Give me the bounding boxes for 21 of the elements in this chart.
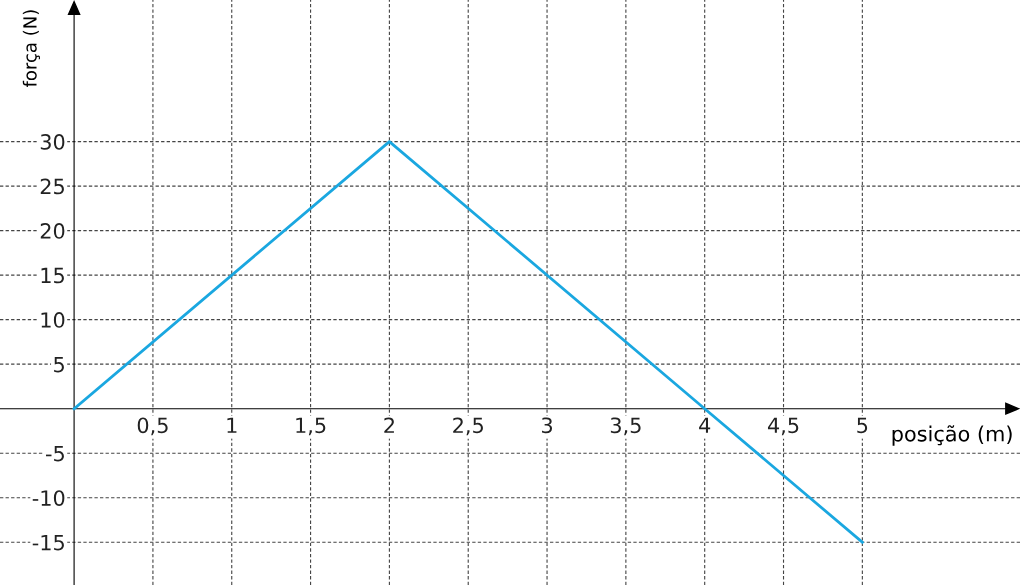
x-tick-label: 4 — [699, 417, 711, 433]
x-tick-label: 1 — [227, 417, 237, 433]
x-tick-label: 1,5 — [296, 417, 326, 436]
y-tick-label: 25 — [40, 178, 64, 195]
x-tick-label: 3,5 — [610, 417, 641, 436]
x-tick-label: 5 — [857, 417, 868, 434]
x-axis-title: posição (m) — [892, 425, 1012, 446]
y-axis-title: força (N) — [22, 10, 40, 88]
y-tick-label: 20 — [40, 223, 65, 239]
x-tick-label: 3 — [542, 417, 553, 434]
x-tick-label: 2 — [384, 417, 394, 433]
y-tick-label: 30 — [40, 134, 65, 150]
y-tick-label: 15 — [41, 267, 64, 284]
y-tick-label: -10 — [32, 490, 65, 506]
x-tick-label: 0,5 — [137, 417, 168, 436]
x-tick-label: 2,5 — [453, 417, 483, 436]
y-tick-label: -15 — [32, 534, 64, 551]
y-tick-label: -5 — [46, 445, 64, 462]
y-tick-label: 5 — [54, 356, 64, 373]
x-tick-label: 4,5 — [767, 417, 799, 436]
y-tick-label: 10 — [41, 312, 65, 328]
